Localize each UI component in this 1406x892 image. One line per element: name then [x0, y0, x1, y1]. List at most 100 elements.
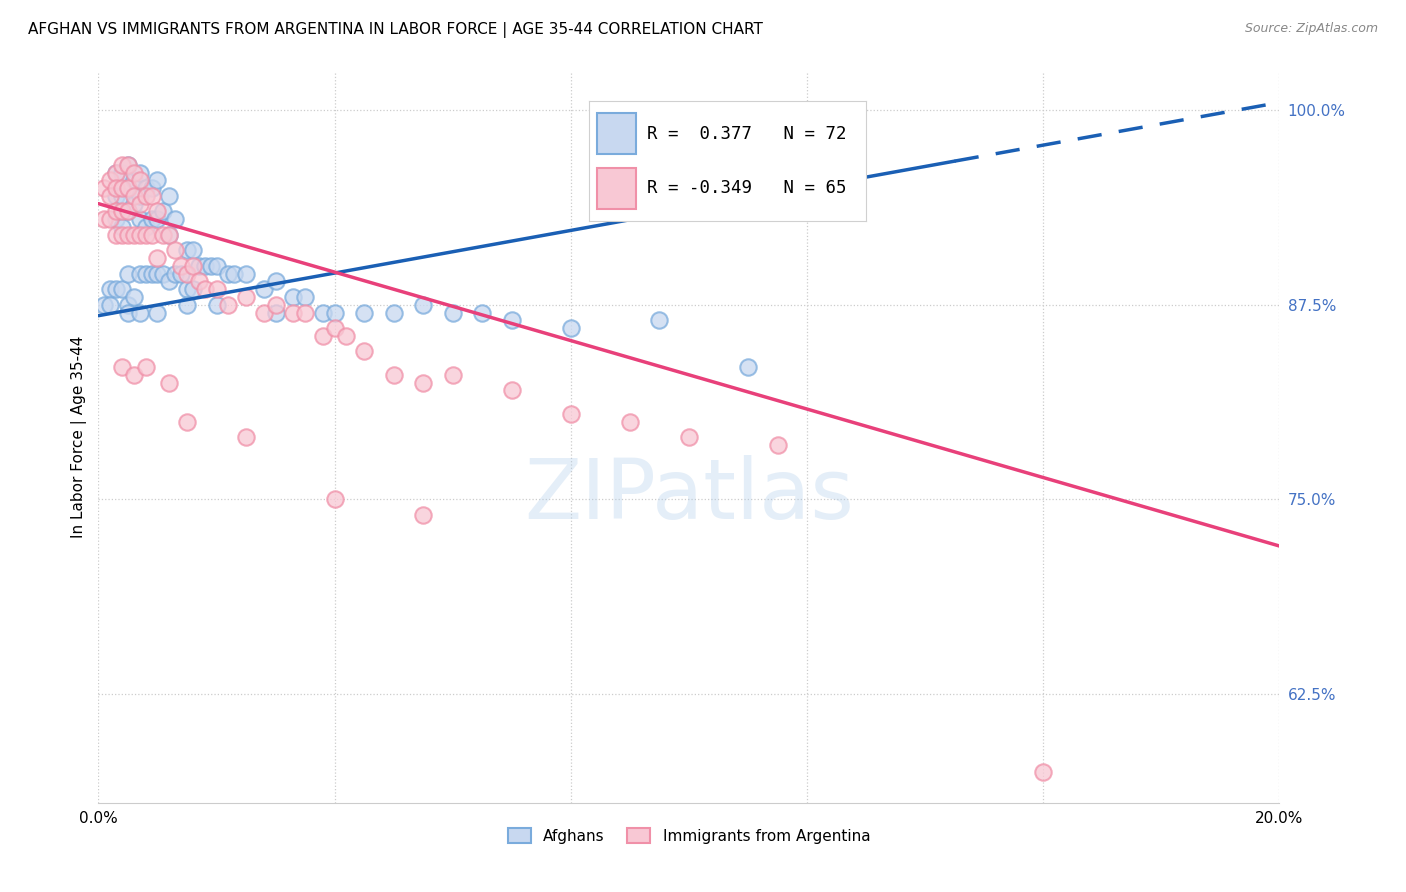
- Point: [128, 227, 150, 242]
- Point: [678, 430, 700, 444]
- Point: [146, 267, 169, 281]
- Point: [157, 227, 180, 242]
- Point: [135, 267, 157, 281]
- Point: [105, 212, 128, 227]
- Point: [1032, 764, 1054, 779]
- Point: [264, 305, 287, 319]
- Point: [105, 204, 128, 219]
- Point: [98, 282, 121, 296]
- Point: [117, 181, 139, 195]
- Point: [117, 204, 139, 219]
- Point: [135, 181, 157, 195]
- Point: [194, 259, 217, 273]
- Point: [253, 305, 276, 319]
- Point: [111, 219, 134, 234]
- Point: [471, 305, 494, 319]
- Point: [122, 189, 145, 203]
- Point: [105, 227, 128, 242]
- Point: [93, 212, 115, 227]
- Point: [122, 368, 145, 382]
- Point: [117, 298, 139, 312]
- Point: [117, 267, 139, 281]
- Point: [128, 196, 150, 211]
- Point: [128, 212, 150, 227]
- Point: [412, 508, 434, 522]
- Point: [122, 165, 145, 179]
- Point: [105, 181, 128, 195]
- Point: [128, 305, 150, 319]
- Point: [152, 267, 174, 281]
- Point: [181, 244, 204, 258]
- Point: [157, 189, 180, 203]
- Point: [560, 321, 582, 335]
- Point: [648, 313, 671, 327]
- Point: [441, 368, 464, 382]
- Point: [111, 165, 134, 179]
- Point: [441, 305, 464, 319]
- Point: [146, 305, 169, 319]
- Point: [135, 227, 157, 242]
- Point: [117, 204, 139, 219]
- Point: [98, 173, 121, 187]
- Point: [141, 181, 163, 195]
- Point: [111, 158, 134, 172]
- Legend: Afghans, Immigrants from Argentina: Afghans, Immigrants from Argentina: [502, 822, 876, 850]
- Point: [294, 305, 316, 319]
- Point: [312, 329, 335, 343]
- Point: [117, 227, 139, 242]
- Point: [105, 282, 128, 296]
- Point: [152, 204, 174, 219]
- Text: Source: ZipAtlas.com: Source: ZipAtlas.com: [1244, 22, 1378, 36]
- Point: [165, 244, 187, 258]
- Point: [111, 359, 134, 374]
- Point: [176, 282, 198, 296]
- Point: [111, 189, 134, 203]
- Point: [176, 415, 198, 429]
- Point: [98, 212, 121, 227]
- Point: [98, 189, 121, 203]
- Point: [294, 290, 316, 304]
- Point: [117, 181, 139, 195]
- Point: [157, 227, 180, 242]
- Point: [122, 227, 145, 242]
- Point: [135, 359, 157, 374]
- Point: [111, 204, 134, 219]
- Point: [128, 173, 150, 187]
- Point: [128, 165, 150, 179]
- Point: [146, 173, 169, 187]
- Point: [157, 376, 180, 390]
- Point: [122, 290, 145, 304]
- Point: [98, 298, 121, 312]
- Point: [141, 212, 163, 227]
- Point: [323, 321, 346, 335]
- Point: [353, 344, 375, 359]
- Point: [141, 227, 163, 242]
- Point: [105, 165, 128, 179]
- Point: [217, 298, 239, 312]
- Point: [205, 282, 228, 296]
- Point: [283, 305, 305, 319]
- Point: [181, 259, 204, 273]
- Point: [205, 298, 228, 312]
- Point: [323, 492, 346, 507]
- Point: [187, 275, 209, 289]
- Point: [264, 275, 287, 289]
- Point: [122, 173, 145, 187]
- Point: [335, 329, 357, 343]
- Point: [181, 282, 204, 296]
- Point: [105, 165, 128, 179]
- Point: [135, 219, 157, 234]
- Point: [264, 298, 287, 312]
- Point: [312, 305, 335, 319]
- Point: [176, 267, 198, 281]
- Point: [111, 227, 134, 242]
- Point: [176, 298, 198, 312]
- Point: [141, 189, 163, 203]
- Point: [501, 384, 523, 398]
- Point: [117, 305, 139, 319]
- Point: [93, 298, 115, 312]
- Point: [111, 181, 134, 195]
- Point: [170, 259, 193, 273]
- Point: [235, 430, 257, 444]
- Point: [194, 282, 217, 296]
